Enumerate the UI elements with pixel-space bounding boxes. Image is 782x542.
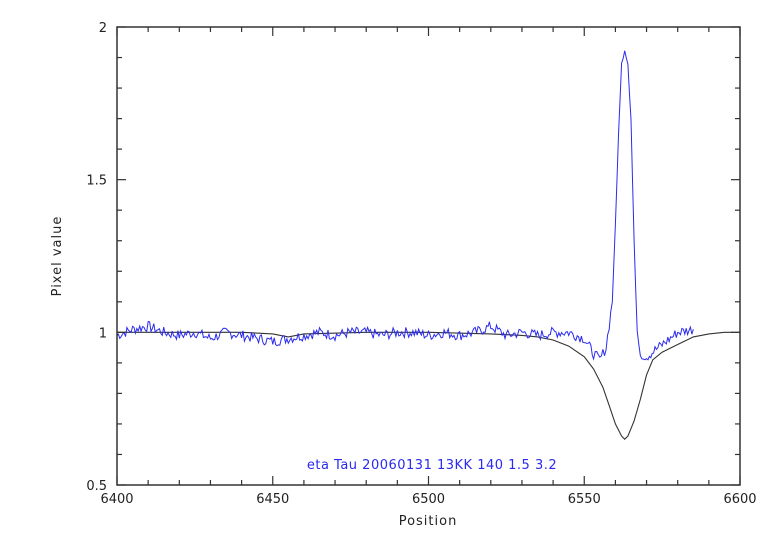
- observed-series-line: [116, 50, 694, 361]
- y-tick-labels: 0.5 1 1.5 2: [86, 21, 107, 494]
- x-tick-labels: 6400 6450 6500 6550 6600: [100, 492, 756, 507]
- y-axis-title: Pixel value: [50, 216, 65, 297]
- y-tick-label: 1: [99, 326, 107, 341]
- x-tick-label: 6500: [412, 492, 445, 507]
- x-tick-label: 6450: [256, 492, 289, 507]
- x-tick-label: 6400: [100, 492, 133, 507]
- model-series-line: [117, 331, 740, 440]
- y-tick-label: 0.5: [86, 479, 107, 494]
- x-tick-label: 6550: [568, 492, 601, 507]
- chart-annotation: eta Tau 20060131 13KK 140 1.5 3.2: [307, 458, 557, 473]
- x-tick-label: 6600: [723, 492, 756, 507]
- x-axis-title: Position: [399, 514, 458, 529]
- axis-ticks: [116, 26, 741, 486]
- plot-lines: [116, 50, 740, 440]
- plot-frame: [116, 26, 741, 486]
- y-tick-label: 1.5: [86, 174, 107, 189]
- y-tick-label: 2: [99, 21, 107, 36]
